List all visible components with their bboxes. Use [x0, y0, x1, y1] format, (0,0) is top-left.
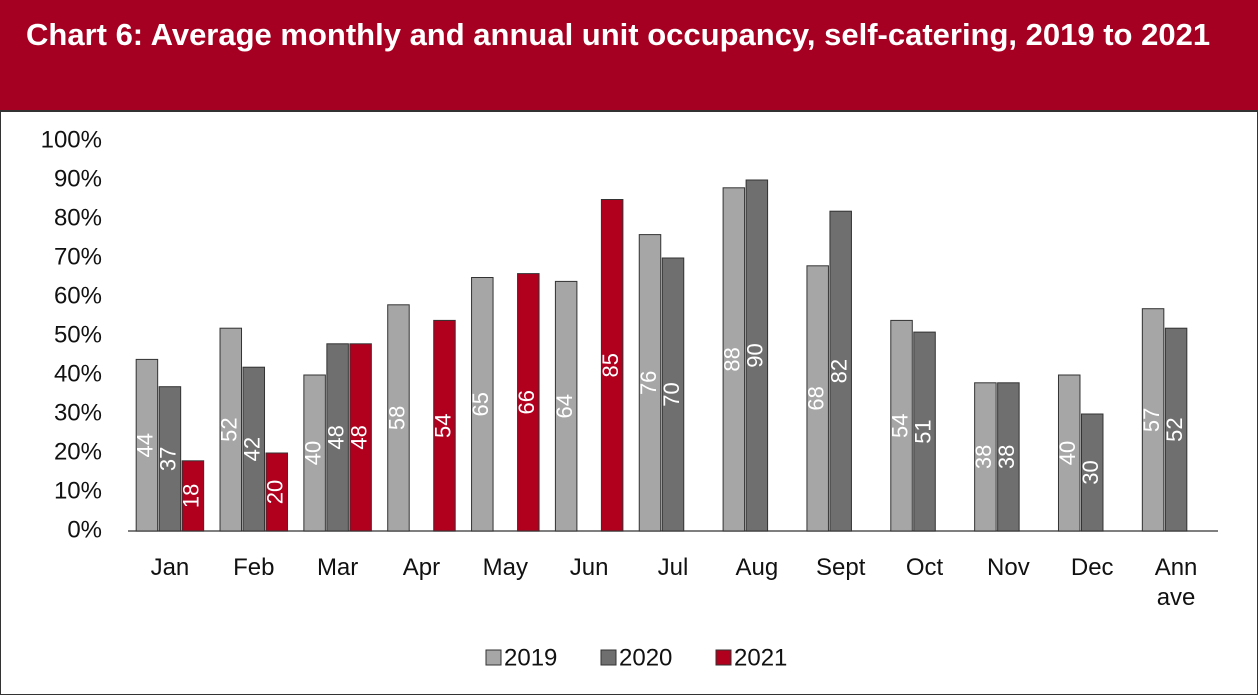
y-tick-label: 60%	[54, 282, 102, 309]
x-tick-label: May	[482, 554, 528, 581]
bar	[135, 358, 159, 532]
data-label: 57	[1139, 408, 1164, 432]
data-label: 85	[598, 353, 623, 377]
bar	[181, 460, 205, 532]
legend-swatch	[600, 649, 617, 666]
bar	[433, 319, 456, 532]
data-label: 82	[827, 359, 852, 383]
bar	[974, 382, 997, 532]
data-label: 44	[133, 433, 158, 457]
y-tick-label: 50%	[54, 321, 102, 348]
x-tick-label: Sept	[816, 554, 866, 581]
bar	[242, 366, 266, 532]
data-label: 18	[179, 484, 204, 508]
x-tick-label: Jan	[150, 554, 190, 581]
data-label: 52	[217, 417, 242, 441]
data-label: 51	[910, 419, 935, 443]
x-tick-label: Nov	[987, 554, 1030, 581]
legend-label: 2021	[734, 644, 787, 671]
data-label: 48	[323, 425, 348, 449]
y-tick-label: 0%	[67, 516, 102, 543]
y-tick-label: 100%	[41, 126, 102, 153]
bar	[1080, 413, 1104, 532]
x-tick-label: Ann ave	[1154, 554, 1198, 611]
data-label: 64	[552, 394, 577, 418]
bar	[722, 187, 746, 532]
bar	[554, 280, 578, 532]
bar	[913, 331, 936, 532]
y-tick-label: 10%	[54, 477, 102, 504]
data-label: 66	[514, 390, 539, 414]
chart-title: Chart 6: Average monthly and annual unit…	[0, 0, 1258, 112]
bar	[517, 273, 540, 532]
x-tick-label: Aug	[735, 554, 779, 581]
data-label: 20	[263, 480, 288, 504]
data-label: 42	[240, 437, 265, 461]
bar	[890, 319, 913, 532]
legend-label: 2020	[619, 644, 672, 671]
legend-label: 2019	[504, 644, 557, 671]
data-label: 65	[468, 392, 493, 416]
bar	[158, 386, 182, 532]
bar	[349, 343, 372, 532]
data-label: 88	[720, 347, 745, 371]
data-label: 76	[636, 371, 661, 395]
y-tick-label: 30%	[54, 399, 102, 426]
data-label: 54	[430, 413, 455, 437]
y-tick-label: 20%	[54, 438, 102, 465]
x-tick-label: Feb	[233, 554, 275, 581]
bar	[219, 327, 243, 532]
bar	[745, 179, 769, 532]
bar	[1164, 327, 1188, 532]
bar	[387, 304, 410, 532]
bar	[326, 343, 349, 532]
y-tick-label: 80%	[54, 204, 102, 231]
data-label: 40	[300, 441, 325, 465]
bar	[303, 374, 326, 532]
legend-swatch	[485, 649, 502, 666]
bar	[265, 452, 289, 532]
data-label: 70	[659, 382, 684, 406]
bar	[1057, 374, 1081, 532]
y-tick-label: 70%	[54, 243, 102, 270]
y-tick-label: 40%	[54, 360, 102, 387]
bar	[829, 210, 852, 532]
x-tick-label: Jul	[657, 554, 689, 581]
data-label: 40	[1055, 441, 1080, 465]
data-label: 90	[743, 343, 768, 367]
data-label: 52	[1162, 417, 1187, 441]
bar	[600, 199, 624, 532]
bar	[1141, 308, 1165, 532]
data-label: 30	[1078, 460, 1103, 484]
data-label: 58	[384, 406, 409, 430]
x-tick-label: Dec	[1070, 554, 1114, 581]
bar	[638, 234, 662, 532]
data-label: 38	[971, 445, 996, 469]
legend-swatch	[715, 649, 732, 666]
bar	[806, 265, 829, 532]
x-tick-label: Mar	[316, 554, 359, 581]
x-tick-label: Oct	[905, 554, 944, 581]
bar	[661, 257, 685, 532]
y-tick-label: 90%	[54, 165, 102, 192]
data-label: 37	[156, 447, 181, 471]
bar	[997, 382, 1020, 532]
data-label: 38	[994, 445, 1019, 469]
data-label: 54	[887, 413, 912, 437]
data-label: 68	[804, 386, 829, 410]
x-tick-label: Jun	[569, 554, 609, 581]
x-tick-label: Apr	[402, 554, 441, 581]
bar	[471, 277, 494, 532]
data-label: 48	[346, 425, 371, 449]
